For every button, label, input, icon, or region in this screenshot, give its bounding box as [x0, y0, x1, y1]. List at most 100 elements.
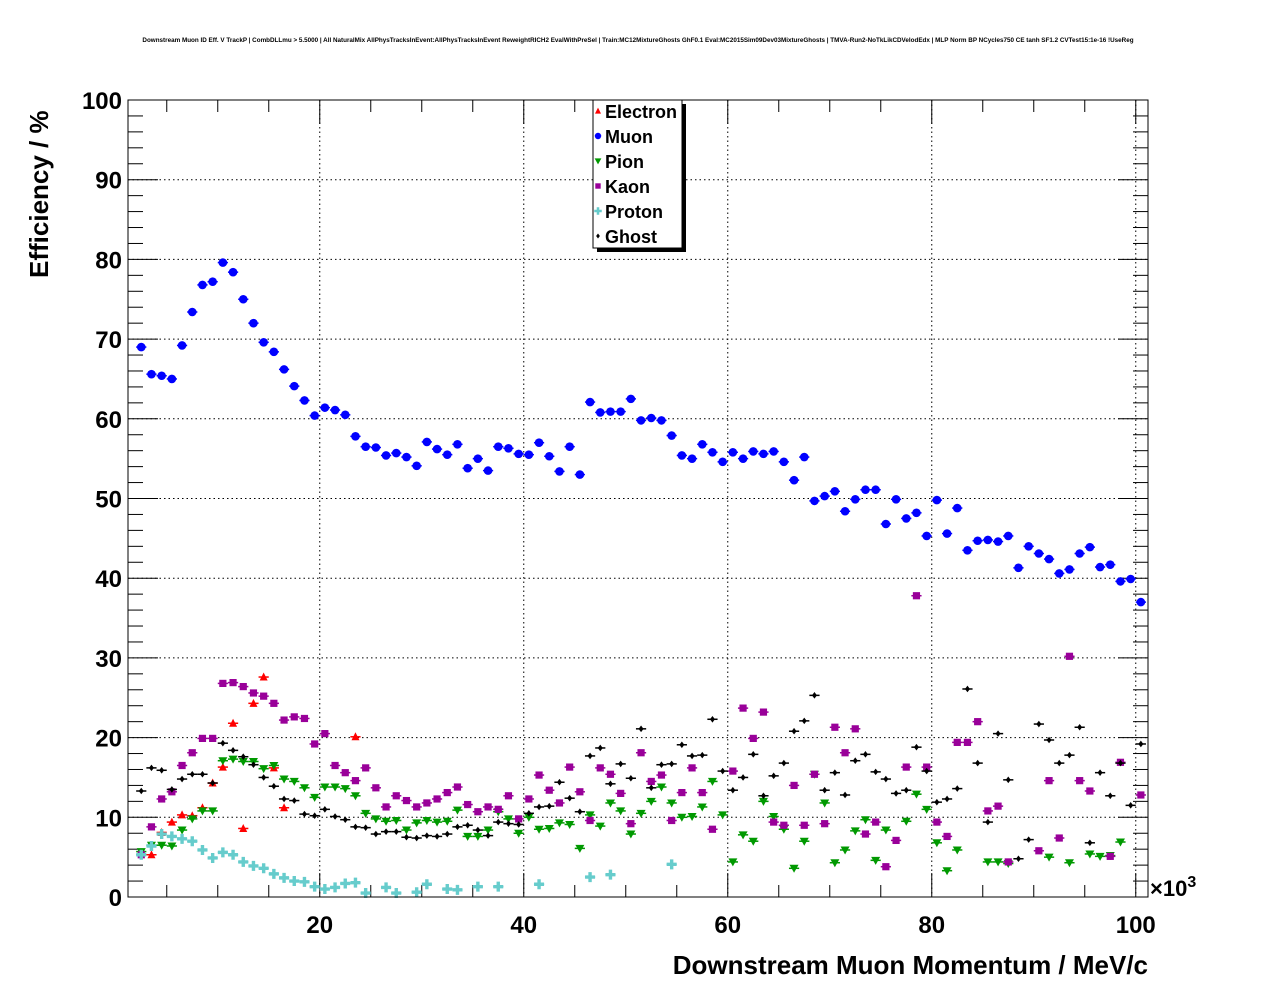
data-point-kaon: [790, 781, 798, 790]
data-point-kaon: [188, 749, 196, 757]
data-point-kaon: [984, 807, 992, 815]
data-point-proton: [330, 882, 341, 893]
data-point-kaon: [1137, 791, 1145, 799]
data-point-muon: [973, 536, 982, 546]
data-point-muon: [942, 529, 952, 538]
data-marks: [136, 258, 1146, 899]
data-point-proton: [442, 884, 453, 895]
data-point-pion: [279, 775, 289, 784]
data-point-pion: [514, 829, 524, 838]
data-point-muon: [167, 374, 177, 384]
data-point-kaon: [504, 792, 513, 800]
data-point-kaon: [810, 770, 819, 778]
data-point-ghost: [577, 808, 583, 816]
data-point-pion: [422, 816, 432, 825]
data-point-kaon: [555, 799, 564, 807]
data-point-muon: [269, 347, 279, 357]
data-point-pion: [932, 839, 942, 848]
data-point-kaon: [1004, 858, 1012, 866]
data-point-ghost: [740, 774, 746, 781]
data-point-pion: [911, 790, 921, 799]
data-point-muon: [657, 416, 666, 425]
data-point-pion: [942, 867, 952, 876]
y-axis-label: Efficiency / %: [24, 110, 54, 278]
data-point-pion: [565, 820, 575, 829]
data-point-pion: [463, 832, 473, 841]
data-point-ghost: [699, 751, 705, 759]
data-point-kaon: [494, 805, 502, 813]
data-point-muon: [453, 440, 462, 449]
data-point-muon: [1003, 531, 1013, 541]
data-point-pion: [442, 817, 452, 826]
data-point-ghost: [730, 786, 736, 794]
data-point-kaon: [1106, 852, 1114, 860]
data-point-kaon: [525, 795, 533, 803]
data-point-muon: [422, 437, 432, 447]
data-point-ghost: [995, 730, 1001, 737]
data-point-muon: [820, 491, 829, 501]
data-point-muon: [514, 449, 523, 459]
data-point-muon: [850, 494, 860, 504]
legend-marker-proton: [594, 207, 602, 215]
data-point-pion: [534, 825, 544, 834]
data-point-kaon: [902, 763, 910, 771]
data-point-ghost: [199, 770, 205, 778]
data-point-pion: [738, 831, 748, 840]
data-point-ghost: [597, 744, 603, 752]
data-point-proton: [452, 884, 463, 895]
x-tick-label: 60: [714, 912, 741, 939]
legend-label-muon: Muon: [605, 127, 653, 147]
legend-marker-kaon: [595, 183, 601, 189]
data-point-kaon: [586, 816, 594, 825]
data-point-ghost: [709, 715, 715, 723]
data-point-kaon: [841, 749, 849, 757]
data-point-muon: [595, 408, 605, 417]
data-point-ghost: [658, 761, 664, 768]
data-point-muon: [300, 396, 309, 405]
data-point-ghost: [281, 795, 287, 803]
data-point-proton: [319, 884, 330, 895]
data-point-muon: [412, 461, 421, 471]
data-point-kaon: [923, 763, 931, 771]
data-point-kaon: [576, 788, 584, 796]
data-point-kaon: [637, 749, 645, 757]
data-point-pion: [238, 758, 248, 767]
data-point-pion: [361, 809, 371, 818]
data-point-kaon: [229, 679, 237, 687]
data-point-ghost: [1107, 792, 1113, 800]
legend-label-ghost: Ghost: [605, 227, 657, 247]
data-point-ghost: [985, 818, 991, 826]
data-point-muon: [228, 267, 238, 277]
data-point-ghost: [1087, 839, 1093, 847]
data-point-kaon: [290, 713, 298, 721]
data-point-ghost: [393, 828, 399, 835]
data-point-kaon: [688, 764, 696, 772]
data-point-ghost: [934, 798, 940, 806]
data-point-ghost: [1015, 855, 1021, 863]
data-point-ghost: [312, 812, 318, 820]
data-point-proton: [248, 860, 259, 871]
data-point-pion: [483, 826, 493, 835]
data-point-muon: [861, 485, 870, 495]
data-point-muon: [504, 443, 513, 453]
data-point-ghost: [669, 760, 675, 768]
data-point-muon: [799, 452, 809, 462]
data-point-ghost: [964, 685, 970, 693]
data-point-muon: [1065, 565, 1074, 574]
data-point-muon: [840, 506, 850, 516]
data-point-pion: [748, 837, 758, 846]
data-point-muon: [830, 487, 840, 496]
data-point-muon: [963, 546, 972, 555]
data-point-ghost: [261, 774, 267, 781]
data-point-ghost: [363, 824, 369, 831]
data-point-ghost: [250, 761, 256, 768]
data-point-proton: [279, 872, 290, 883]
data-point-muon: [1136, 597, 1146, 607]
data-point-ghost: [373, 830, 379, 838]
data-point-kaon: [912, 592, 921, 600]
data-point-ghost: [1046, 736, 1052, 744]
data-point-pion: [299, 784, 309, 793]
data-point-muon: [912, 508, 921, 518]
series-pion: [136, 755, 1126, 876]
